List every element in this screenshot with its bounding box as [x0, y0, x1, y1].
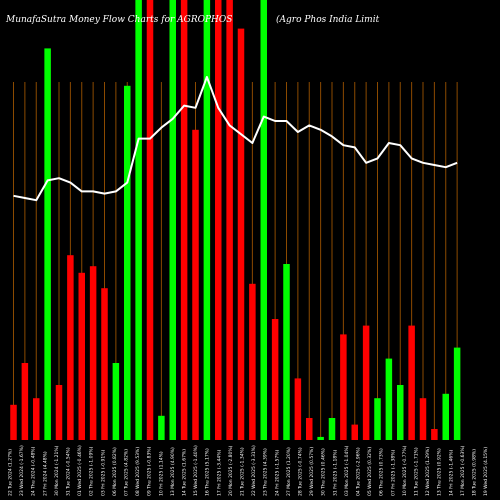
x-tick-label: 16 Thu 2025 (5.17%) [205, 448, 211, 496]
x-tick-label: 29 Wed 2025 (0.57%) [309, 447, 315, 496]
inflow-bar [397, 385, 404, 440]
inflow-bar [328, 418, 336, 440]
x-tick-label: 06 Mon 2025 (0.82%) [112, 447, 118, 496]
x-tick-label: 15 Wed 2025 (-1.40%) [193, 445, 199, 496]
x-tick-label: 07 Tue 2025 (4.82%) [124, 449, 130, 496]
x-tick-label: 19 Wed 2025 (4.15%) [483, 447, 489, 496]
x-tick-label: 06 Thu 2025 (0.73%) [379, 448, 385, 496]
x-tick-label: 10 Mon 2025 (-0.77%) [402, 445, 408, 496]
x-tick-label: 24 Fri 2025 (-1.57%) [274, 449, 280, 496]
outflow-bar [89, 266, 97, 440]
outflow-bar [419, 398, 427, 440]
outflow-bar [237, 28, 245, 440]
chart-title-right: (Agro Phos India Limit [276, 14, 380, 25]
outflow-bar [271, 319, 279, 440]
x-tick-label: 05 Wed 2025 (0.32%) [367, 447, 373, 496]
outflow-bar [306, 418, 313, 440]
outflow-bar [10, 404, 17, 440]
chart-title-left: MunafaSutra Money Flow Charts for AGROPH… [5, 15, 232, 25]
x-tick-label: 23 Wed 2024 (-1.67%) [19, 445, 25, 496]
outflow-bar [294, 378, 302, 440]
outflow-bar [215, 0, 222, 440]
x-tick-labels: 22 Tue 2024 (1.27%) 23 Wed 2024 (-1.67%) 2… [8, 445, 490, 496]
outflow-bar [67, 255, 74, 440]
x-tick-label: 27 Fri 2024 (4.48%) [42, 451, 48, 496]
x-tick-label: 23 Thu 2025 (4.39%) [263, 448, 269, 496]
inflow-bar [135, 0, 142, 440]
x-tick-label: 12 Wed 2025 (1.29%) [425, 447, 431, 496]
inflow-bar [158, 415, 165, 440]
x-tick-label: 17 Mon 2025 (-0.63%) [460, 445, 466, 496]
outflow-bar [78, 272, 85, 440]
outflow-bar [362, 325, 370, 440]
x-tick-label: 13 Mon 2025 (4.90%) [170, 447, 176, 496]
x-tick-label: 14 Tue 2025 (1.67%) [182, 449, 188, 496]
outflow-bar [431, 429, 438, 440]
x-tick-label: 22 Tue 2024 (1.27%) [8, 449, 14, 496]
inflow-bar [317, 436, 324, 440]
outflow-bar [351, 424, 358, 440]
x-tick-label: 03 Mon 2025 (-1.04%) [344, 445, 350, 496]
inflow-bar [374, 398, 381, 440]
x-tick-label: 28 Tue 2025 (-0.74%) [298, 447, 304, 496]
inflow-bar [453, 347, 461, 440]
x-tick-label: 20 Mon 2025 (-2.80%) [228, 445, 234, 496]
x-tick-label: 31 Tue 2024 (-0.54%) [66, 447, 72, 496]
x-tick-label: 31 Fri 2025 (-1.18%) [332, 449, 338, 496]
x-tick-label: 18 Tue 2025 (0.98%) [472, 449, 478, 496]
x-tick-label: 08 Wed 2025 (9.53%) [135, 447, 141, 496]
x-tick-label: 17 Fri 2025 (-3.44%) [216, 449, 222, 496]
x-tick-label: 03 Fri 2025 (-0.91%) [100, 449, 106, 496]
x-tick-label: 09 Thu 2025 (-0.83%) [147, 446, 153, 496]
inflow-bar [124, 85, 131, 441]
outflow-bar [249, 283, 256, 440]
x-tick-label: 30 Thu 2025 (0.46%) [321, 448, 327, 496]
x-tick-label: 11 Tue 2025 (-1.71%) [414, 447, 420, 496]
x-tick-label: 07 Fri 2025 (-1.38%) [390, 449, 396, 496]
x-tick-label: 01 Wed 2025 (-0.46%) [77, 445, 83, 496]
inflow-bar [169, 0, 176, 440]
inflow-bar [44, 48, 51, 441]
outflow-bar [408, 325, 415, 440]
inflow-bar [112, 363, 120, 440]
outflow-bar [55, 385, 63, 440]
x-tick-label: 22 Wed 2025 (-3.31%) [251, 445, 257, 496]
x-tick-label: 02 Thu 2025 (-1.09%) [89, 446, 95, 496]
x-tick-label: 21 Tue 2025 (-1.34%) [240, 447, 246, 496]
x-tick-label: 04 Tue 2025 (-2.96%) [356, 447, 362, 496]
x-tick-label: 24 Thu 2024 (-0.48%) [31, 446, 37, 496]
outflow-bar [21, 363, 29, 440]
outflow-bar [226, 0, 233, 440]
x-tick-label: 13 Thu 2025 (0.92%) [437, 448, 443, 496]
outflow-bar [192, 129, 199, 441]
outflow-bar [180, 0, 188, 440]
money-flow-bars [10, 0, 461, 441]
x-tick-label: 10 Fri 2025 (1.14%) [158, 451, 164, 496]
inflow-bar [203, 0, 211, 440]
outflow-bar [146, 0, 154, 440]
inflow-bar [385, 358, 393, 440]
x-tick-label: 27 Mon 2025 (1.20%) [286, 447, 292, 496]
outflow-bar [340, 334, 347, 440]
x-tick-label: 30 Mon 2024 (-1.21%) [54, 445, 60, 496]
inflow-bar [260, 0, 267, 440]
outflow-bar [33, 398, 40, 440]
inflow-bar [283, 264, 290, 440]
inflow-bar [442, 393, 449, 440]
x-tick-label: 14 Fri 2025 (-1.46%) [448, 449, 454, 496]
outflow-bar [101, 288, 108, 440]
money-flow-line [13, 76, 458, 202]
